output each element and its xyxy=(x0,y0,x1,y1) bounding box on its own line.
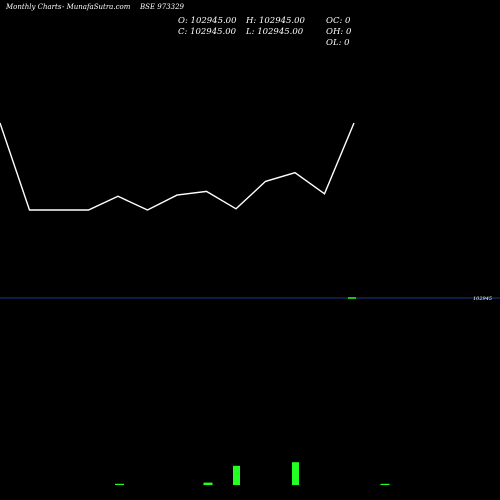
site-label: - MunafaSutra.com xyxy=(62,3,131,11)
close-value: C: 102945.00 xyxy=(178,27,237,37)
high-value: H: 102945.00 xyxy=(246,16,305,26)
volume-bar xyxy=(380,483,390,485)
oh-value: OH: 0 xyxy=(326,27,352,37)
volume-bar xyxy=(262,484,272,485)
price-line-series xyxy=(0,122,355,211)
symbol-label: BSE 973329 xyxy=(140,3,184,11)
volume-bar xyxy=(233,465,240,485)
volume-bar xyxy=(439,484,449,485)
volume-bar xyxy=(144,484,154,485)
open-value: O: 102945.00 xyxy=(178,16,237,26)
volume-bar xyxy=(321,484,331,485)
low-value: L: 102945.00 xyxy=(246,27,304,37)
volume-bar xyxy=(174,484,183,485)
volume-bar xyxy=(203,482,213,485)
volume-bar xyxy=(351,484,360,485)
volume-bar xyxy=(410,484,419,485)
oc-value: OC: 0 xyxy=(326,16,351,26)
volume-bar xyxy=(115,483,124,485)
brand-label: Monthly Charts xyxy=(6,3,62,11)
volume-bar xyxy=(292,462,299,485)
ol-value: OL: 0 xyxy=(326,38,350,48)
volume-bars xyxy=(115,462,449,485)
price-level-label: 102945 xyxy=(473,296,492,302)
